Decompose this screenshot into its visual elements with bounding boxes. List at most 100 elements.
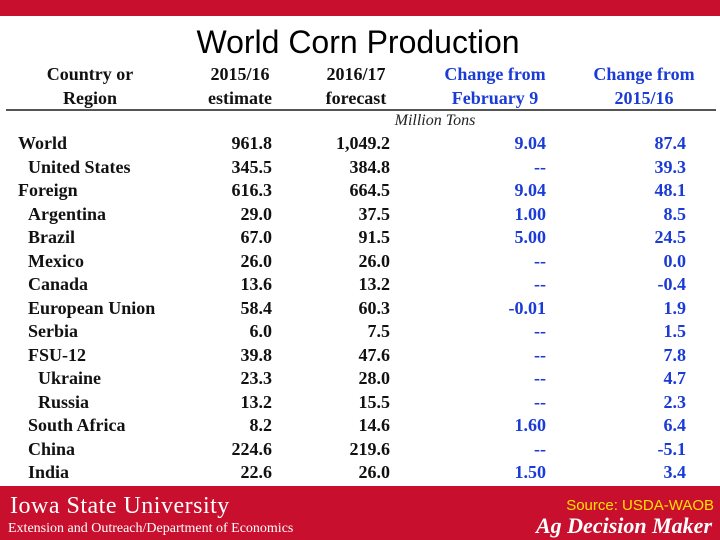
row-change-feb: 1.00: [514, 203, 547, 224]
row-change-feb: --: [534, 368, 546, 388]
row-estimate: 616.3: [231, 180, 273, 200]
row-change-prev: 4.7: [663, 368, 687, 388]
row-estimate: 23.3: [240, 368, 273, 388]
row-change-feb: --: [534, 156, 546, 177]
slide-title: World Corn Production: [196, 24, 520, 60]
header-change-feb: Change from February 9: [444, 64, 546, 108]
row-estimate: 67.0: [240, 227, 273, 247]
row-estimate: 29.0: [240, 203, 273, 224]
row-change-prev: 48.1: [654, 180, 687, 200]
row-change-prev: 24.5: [654, 227, 687, 247]
row-forecast: 14.6: [358, 415, 391, 435]
table-row: United States 345.5 384.8 -- 39.3: [0, 156, 720, 180]
row-name: India: [28, 462, 70, 482]
row-change-prev: -5.1: [657, 438, 687, 459]
row-estimate: 26.0: [240, 250, 273, 271]
row-forecast: 1,049.2: [336, 133, 390, 153]
row-estimate: 22.6: [240, 462, 273, 482]
row-estimate: 345.5: [231, 156, 273, 177]
table-row: India 22.6 26.0 1.50 3.4: [0, 461, 720, 485]
row-estimate: 39.8: [240, 344, 273, 365]
row-change-prev: 2.3: [663, 391, 687, 412]
table-row: Argentina 29.0 37.5 1.00 8.5: [0, 203, 720, 227]
table-row: Foreign 616.3 664.5 9.04 48.1: [0, 179, 720, 203]
row-name: China: [28, 438, 76, 459]
row-forecast: 384.8: [349, 156, 391, 177]
source-label: Source: USDA-WAOB: [566, 497, 714, 514]
top-color-bar: [0, 0, 720, 16]
row-change-feb: --: [534, 438, 546, 459]
row-change-feb: 9.04: [514, 133, 547, 153]
table-row: FSU-12 39.8 47.6 -- 7.8: [0, 344, 720, 368]
row-name: Argentina: [28, 203, 106, 224]
row-forecast: 47.6: [358, 344, 391, 365]
row-name: Ukraine: [38, 368, 101, 388]
row-forecast: 91.5: [358, 227, 391, 247]
row-change-feb: --: [534, 321, 546, 341]
row-forecast: 26.0: [358, 462, 391, 482]
row-change-feb: --: [534, 274, 546, 294]
header-country: Country or Region: [46, 64, 134, 108]
row-forecast: 28.0: [358, 368, 391, 388]
table-row: Russia 13.2 15.5 -- 2.3: [0, 391, 720, 415]
footer-divider: [0, 486, 720, 490]
row-change-feb: -0.01: [508, 297, 547, 318]
header-estimate: 2015/16 estimate: [208, 64, 272, 108]
row-forecast: 7.5: [367, 321, 391, 341]
header-divider: [6, 109, 716, 111]
row-change-feb: --: [534, 344, 546, 365]
row-change-prev: 87.4: [654, 133, 687, 153]
row-change-feb: --: [534, 391, 546, 412]
row-name: Mexico: [28, 250, 84, 271]
table-row: South Africa 8.2 14.6 1.60 6.4: [0, 414, 720, 438]
row-name: Foreign: [18, 180, 78, 200]
row-forecast: 15.5: [358, 391, 391, 412]
row-change-feb: 5.00: [514, 227, 547, 247]
row-name: Canada: [28, 274, 89, 294]
row-change-prev: 7.8: [663, 344, 687, 365]
units-label: Million Tons: [394, 112, 476, 129]
table-row: Serbia 6.0 7.5 -- 1.5: [0, 320, 720, 344]
row-forecast: 37.5: [358, 203, 391, 224]
row-change-feb: 1.50: [514, 462, 547, 482]
row-name: Serbia: [28, 321, 79, 341]
footer-bar: [0, 490, 720, 540]
row-estimate: 58.4: [240, 297, 273, 318]
row-change-prev: 1.5: [663, 321, 687, 341]
table-row: China 224.6 219.6 -- -5.1: [0, 438, 720, 462]
row-forecast: 664.5: [349, 180, 391, 200]
university-logo: Iowa State University: [10, 493, 230, 519]
row-estimate: 6.0: [249, 321, 273, 341]
row-forecast: 26.0: [358, 250, 391, 271]
row-estimate: 961.8: [231, 133, 273, 153]
row-forecast: 60.3: [358, 297, 391, 318]
row-estimate: 13.6: [240, 274, 273, 294]
table-row: Canada 13.6 13.2 -- -0.4: [0, 273, 720, 297]
row-forecast: 219.6: [349, 438, 391, 459]
row-name: United States: [28, 156, 131, 177]
table-row: European Union 58.4 60.3 -0.01 1.9: [0, 297, 720, 321]
table-row: World 961.8 1,049.2 9.04 87.4: [0, 132, 720, 156]
row-change-prev: -0.4: [657, 274, 687, 294]
row-change-feb: 9.04: [514, 180, 547, 200]
row-estimate: 224.6: [231, 438, 273, 459]
row-name: FSU-12: [28, 344, 86, 365]
row-forecast: 13.2: [358, 274, 391, 294]
row-name: European Union: [28, 297, 156, 318]
table-row: Mexico 26.0 26.0 -- 0.0: [0, 250, 720, 274]
row-name: Russia: [38, 391, 90, 412]
row-change-prev: 3.4: [663, 462, 687, 482]
table-row: Ukraine 23.3 28.0 -- 4.7: [0, 367, 720, 391]
row-change-feb: --: [534, 250, 546, 271]
row-name: Brazil: [28, 227, 75, 247]
row-change-prev: 0.0: [663, 250, 687, 271]
extension-text: Extension and Outreach/Department of Eco…: [8, 521, 294, 536]
row-name: World: [18, 133, 68, 153]
row-change-prev: 1.9: [663, 297, 687, 318]
row-name: South Africa: [28, 415, 126, 435]
row-change-feb: 1.60: [514, 415, 547, 435]
row-estimate: 13.2: [240, 391, 273, 412]
header-change-prev: Change from 2015/16: [593, 64, 695, 108]
row-change-prev: 8.5: [663, 203, 687, 224]
row-change-prev: 39.3: [654, 156, 687, 177]
